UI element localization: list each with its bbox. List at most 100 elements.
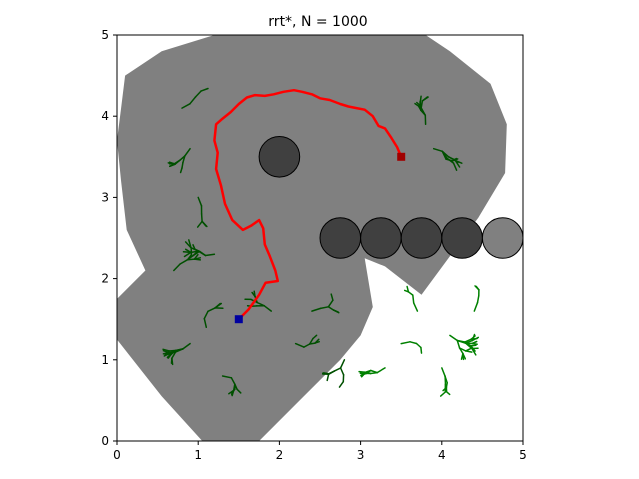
tree-branch — [339, 367, 345, 376]
tree-branch — [179, 155, 186, 162]
tree-branch — [196, 220, 203, 228]
tree-branch — [432, 147, 444, 153]
tree-branch — [376, 367, 386, 374]
tree-branch — [327, 370, 336, 376]
tree-branch — [473, 301, 479, 312]
tree-branch — [314, 338, 320, 344]
tree-branch — [471, 336, 480, 342]
x-axis: 0 1 2 3 4 5 — [113, 441, 527, 462]
solution-path — [213, 88, 403, 321]
x-tick-label: 3 — [357, 448, 365, 462]
tree-branch — [420, 107, 427, 117]
tree-branch — [445, 382, 448, 389]
tree-branch — [420, 100, 424, 109]
tree-branch — [464, 350, 473, 353]
tree-branch — [419, 95, 422, 103]
tree-branch — [471, 347, 477, 356]
obstacle-circle — [258, 136, 301, 178]
obstacle-circle — [360, 217, 402, 259]
tree-branch — [308, 337, 314, 345]
tree-branch — [441, 150, 448, 160]
y-axis: 0 1 2 3 4 5 — [101, 28, 117, 448]
y-tick-label: 0 — [101, 434, 109, 448]
x-tick-label: 5 — [519, 448, 527, 462]
x-tick-label: 0 — [113, 448, 121, 462]
tree-branch — [471, 342, 478, 345]
tree-branch — [403, 289, 410, 293]
tree-branch — [175, 348, 184, 352]
start-marker — [234, 315, 243, 324]
x-tick-label: 4 — [438, 448, 446, 462]
tree-branch — [462, 352, 465, 361]
tree-branch — [327, 299, 334, 308]
tree-branch — [456, 339, 467, 344]
tree-branch — [358, 370, 366, 373]
tree-branch — [184, 147, 191, 157]
tree-branch — [181, 161, 184, 169]
tree-branch — [338, 380, 345, 388]
y-tick-label: 1 — [101, 353, 109, 367]
tree-branch — [312, 334, 318, 340]
tree-branch — [327, 306, 335, 311]
obstacle-circle — [319, 217, 362, 259]
rrt-tree-outside — [358, 285, 480, 397]
tree-branch — [179, 167, 183, 174]
y-tick-label: 5 — [101, 28, 109, 42]
tree-branch — [168, 163, 176, 168]
rrt-tree-inside — [162, 87, 463, 397]
tree-branch — [421, 96, 429, 102]
tree-branch — [400, 341, 411, 345]
obstacle-circle — [441, 217, 483, 259]
tree-branch — [189, 96, 197, 105]
tree-branch — [412, 302, 419, 312]
tree-branch — [456, 339, 461, 349]
tree-branch — [207, 307, 216, 313]
tree-branch — [174, 159, 181, 165]
obstacle-circle — [400, 217, 443, 259]
tree-branch — [414, 102, 420, 107]
plot-area — [117, 35, 523, 441]
tree-branch — [263, 304, 273, 312]
tree-branch — [179, 258, 189, 265]
y-tick-label: 2 — [101, 272, 109, 286]
obstacles — [258, 136, 523, 259]
y-tick-label: 3 — [101, 190, 109, 204]
tree-branch — [326, 373, 330, 382]
tree-branch — [333, 367, 342, 372]
tree-branch — [200, 87, 209, 92]
tree-branch — [193, 257, 202, 260]
tree-branch — [452, 162, 458, 171]
goal-marker — [397, 152, 406, 161]
tree-branch — [230, 388, 236, 394]
tree-branch — [203, 310, 209, 320]
tree-branch — [446, 157, 455, 164]
tree-branch — [412, 294, 415, 304]
tree-branch — [162, 348, 171, 352]
tree-branch — [417, 105, 422, 111]
tree-branch — [303, 343, 311, 348]
tree-branch — [183, 251, 192, 258]
tree-branch — [198, 250, 207, 257]
tree-branch — [221, 375, 233, 379]
tree-branch — [447, 156, 455, 161]
x-tick-label: 2 — [276, 448, 284, 462]
tree-branch — [363, 371, 372, 375]
tree-branch — [420, 346, 423, 354]
tree-branch — [458, 347, 467, 352]
tree-branch — [236, 388, 242, 394]
tree-branch — [294, 342, 305, 348]
tree-branch — [464, 342, 473, 350]
tree-branch — [168, 349, 177, 352]
obstacle-circle — [481, 217, 523, 259]
tree-branch — [453, 158, 459, 164]
tree-branch — [197, 196, 203, 207]
tree-branch — [369, 371, 378, 375]
tree-branch — [214, 302, 222, 309]
chart-title: rrt*, N = 1000 — [268, 14, 367, 30]
tree-branch — [186, 254, 193, 261]
tree-branch — [171, 351, 177, 359]
axes-frame — [116, 34, 524, 442]
tree-branch — [409, 341, 418, 345]
tree-branch — [319, 306, 330, 310]
tree-branch — [192, 244, 196, 250]
